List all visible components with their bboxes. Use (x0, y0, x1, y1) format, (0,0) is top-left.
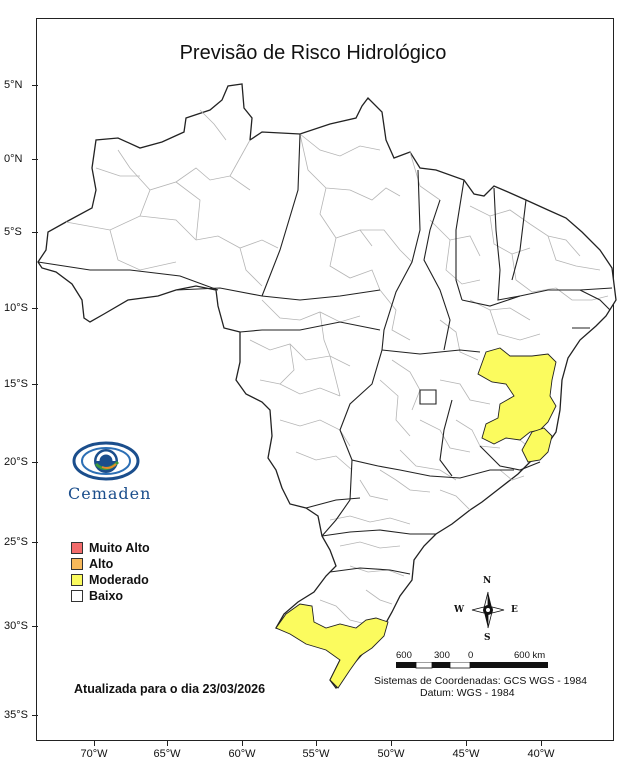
lon-label: 45°W (452, 748, 480, 760)
updated-date-text: Atualizada para o dia 23/03/2026 (74, 682, 266, 696)
legend-label: Alto (89, 557, 114, 571)
lon-tick (391, 741, 392, 746)
lon-label: 55°W (302, 748, 330, 760)
legend-item-moderado: Moderado (71, 573, 149, 587)
legend-item-muito-alto: Muito Alto (71, 541, 150, 555)
legend-item-alto: Alto (71, 557, 113, 571)
scale-bar (396, 662, 548, 669)
compass-w: W (454, 605, 465, 615)
moderate-risk-regions (275, 347, 557, 689)
compass-e: E (511, 605, 518, 615)
lon-tick (466, 741, 467, 746)
lon-tick (167, 741, 168, 746)
legend-label: Moderado (89, 573, 149, 587)
legend-item-baixo: Baixo (71, 589, 123, 603)
legend-swatch (71, 574, 83, 586)
lon-tick (242, 741, 243, 746)
cemaden-logo-text: Cemaden (68, 484, 152, 503)
lon-tick (94, 741, 95, 746)
lon-label: 65°W (153, 748, 181, 760)
compass-rose-icon (471, 591, 505, 629)
scale-label: 600 (396, 650, 412, 661)
lon-label: 70°W (80, 748, 108, 760)
state-borders (37, 133, 613, 575)
legend-swatch (71, 542, 83, 554)
map-frame (36, 18, 614, 741)
municipal-lines (65, 109, 609, 641)
lat-label: 35°S (4, 709, 38, 721)
legend-label: Baixo (89, 589, 124, 603)
lat-label: 15°S (4, 378, 38, 390)
lat-label: 0°N (4, 153, 39, 165)
coordinate-system-text: Sistemas de Coordenadas: GCS WGS - 1984 (374, 675, 588, 687)
lat-label: 30°S (4, 620, 38, 632)
scale-label: 600 km (514, 650, 546, 661)
lat-label: 5°S (4, 226, 38, 238)
compass-n: N (483, 576, 492, 586)
legend-label: Muito Alto (89, 541, 150, 555)
lon-label: 60°W (228, 748, 256, 760)
lat-label: 5°N (4, 79, 39, 91)
scale-label: 300 (434, 650, 450, 661)
lon-tick (541, 741, 542, 746)
moderate-region-espirito-santo (521, 427, 553, 463)
scale-label: 0 (468, 650, 474, 661)
datum-text: Datum: WGS - 1984 (420, 687, 515, 699)
lat-label: 20°S (4, 456, 38, 468)
coordinate-system-info: Sistemas de Coordenadas: GCS WGS - 1984 … (374, 675, 587, 699)
lon-label: 50°W (377, 748, 405, 760)
lon-label: 40°W (527, 748, 555, 760)
legend-swatch (71, 558, 83, 570)
compass-s: S (484, 633, 491, 643)
map-title: Previsão de Risco Hidrológico (179, 42, 447, 64)
brazil-outline (37, 83, 617, 690)
lat-label: 25°S (4, 536, 38, 548)
lat-label: 10°S (4, 302, 38, 314)
lon-tick (316, 741, 317, 746)
cemaden-eye-logo-icon (72, 441, 140, 481)
legend-swatch (71, 590, 83, 602)
moderate-region-rio-grande-do-sul (275, 603, 389, 689)
